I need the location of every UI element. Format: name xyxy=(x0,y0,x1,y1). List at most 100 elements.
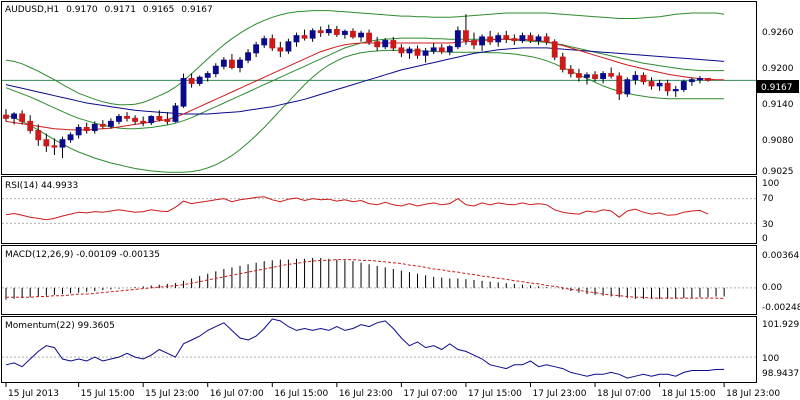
time-axis: 15 Jul 2013 15 Jul 15:00 15 Jul 23:00 16 Ju… xyxy=(5,383,780,399)
price-panel-frame xyxy=(1,1,757,175)
candle-body xyxy=(261,38,268,46)
candle-body xyxy=(309,30,316,39)
candle-body xyxy=(341,30,348,35)
candle-body xyxy=(91,123,98,132)
candle xyxy=(672,85,679,97)
candle-body xyxy=(446,46,453,53)
candle xyxy=(422,47,429,63)
candle-body xyxy=(664,82,671,92)
rsi-axis-tick: 30 xyxy=(762,220,774,230)
candle xyxy=(656,79,663,91)
candle xyxy=(91,121,98,134)
candle xyxy=(11,112,17,125)
candle xyxy=(358,30,364,42)
candlesticks xyxy=(3,14,711,159)
candle xyxy=(99,120,106,129)
candle-body xyxy=(640,74,647,83)
time-axis-tick-label: 18 Jul 15:00 xyxy=(662,389,716,399)
candle-body xyxy=(156,115,163,121)
candle xyxy=(608,67,615,79)
candle-body xyxy=(180,78,187,107)
candle-body xyxy=(438,47,445,53)
candle xyxy=(495,32,502,47)
candle xyxy=(261,35,268,48)
candle xyxy=(374,36,381,51)
candle xyxy=(35,124,42,146)
macd-signal-line xyxy=(6,259,725,299)
candle xyxy=(519,32,526,44)
time-axis-tick-label: 16 Jul 23:00 xyxy=(339,389,393,399)
macd-axis-tick: -0.00248 xyxy=(762,303,800,313)
candle xyxy=(196,75,203,86)
rsi-panel-frame xyxy=(1,176,757,244)
candle-body xyxy=(188,78,195,84)
candle-body xyxy=(414,48,421,56)
momentum-panel-frame xyxy=(1,316,757,383)
candle xyxy=(51,138,58,156)
candle-body xyxy=(35,130,42,141)
candle-body xyxy=(390,40,397,49)
price-panel-header: AUDUSD,H1 0.9170 0.9171 0.9165 0.9167 xyxy=(5,5,213,15)
candle-body xyxy=(479,36,485,46)
candle xyxy=(19,110,26,125)
price-axis-tick: 0.9260 xyxy=(762,28,794,38)
candle-body xyxy=(680,81,687,91)
candle-body xyxy=(277,47,284,52)
current-price-label: 0.9167 xyxy=(761,83,793,93)
candle-body xyxy=(3,114,9,119)
candle-body xyxy=(632,74,639,81)
candle-body xyxy=(648,81,655,87)
candle-body xyxy=(116,115,122,122)
candle-body xyxy=(11,113,17,119)
rsi-axis-tick: 100 xyxy=(762,179,779,189)
candle-body xyxy=(705,78,711,81)
price-axis-tick: 0.9025 xyxy=(762,167,794,177)
candle-body xyxy=(301,35,308,39)
candle-body xyxy=(27,120,34,132)
candle xyxy=(414,45,421,59)
candle-body xyxy=(519,35,526,42)
candle-body xyxy=(317,30,324,34)
candle-body xyxy=(333,29,340,35)
candle-body xyxy=(697,78,703,81)
candle-body xyxy=(164,119,171,122)
momentum-indicator xyxy=(2,318,756,379)
candle-body xyxy=(245,52,251,61)
ohlc-high: 0.9171 xyxy=(105,5,137,15)
candle xyxy=(406,46,413,59)
candle xyxy=(148,115,155,126)
candle xyxy=(293,32,300,47)
fast-moving-average-line xyxy=(5,38,725,131)
candle xyxy=(229,54,235,70)
candle xyxy=(253,41,260,58)
candle xyxy=(527,32,534,44)
candle xyxy=(390,36,397,51)
candle xyxy=(333,25,340,37)
candle xyxy=(43,133,50,152)
candle xyxy=(567,65,574,78)
momentum-axis-tick: 98.9437 xyxy=(762,369,799,379)
candle xyxy=(341,29,348,39)
macd-indicator xyxy=(2,258,756,300)
candle xyxy=(156,110,163,122)
candle-body xyxy=(124,115,130,119)
candle-body xyxy=(237,59,243,68)
candle-body xyxy=(204,73,211,78)
candle xyxy=(705,77,711,82)
candle-body xyxy=(672,89,679,92)
candle-body xyxy=(172,105,179,122)
candle-body xyxy=(325,29,332,34)
candle xyxy=(67,132,74,143)
candle-body xyxy=(398,47,405,54)
candle xyxy=(551,39,558,61)
candle xyxy=(535,34,542,45)
rsi-panel-label: RSI(14) 44.9933 xyxy=(5,181,78,191)
candle-body xyxy=(350,30,356,38)
candle xyxy=(83,122,90,134)
candle xyxy=(277,41,284,58)
candle-body xyxy=(366,32,373,43)
candle xyxy=(59,136,66,159)
candle xyxy=(75,124,82,139)
candle-body xyxy=(422,50,429,56)
